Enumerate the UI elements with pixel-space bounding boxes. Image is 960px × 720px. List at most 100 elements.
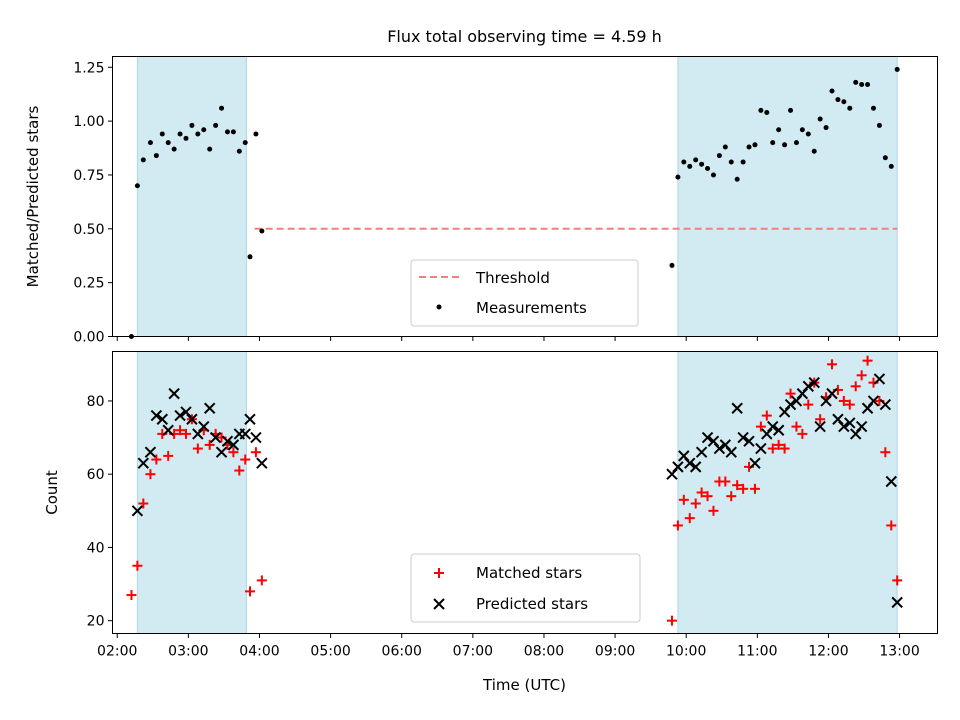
predicted-star-point <box>250 431 262 444</box>
x-tick-label: 02:00 <box>97 644 137 660</box>
predicted-star-point <box>838 420 850 433</box>
y-tick-label: 1.00 <box>73 114 104 130</box>
y-tick-label: 80 <box>87 394 105 410</box>
predicted-star-point <box>221 435 234 447</box>
y-tick-label: 20 <box>87 614 105 630</box>
measurement-point <box>687 163 693 169</box>
measurement-point <box>201 127 207 133</box>
matched-star-point <box>702 491 713 502</box>
predicted-star-point <box>209 431 222 444</box>
predicted-star-point <box>808 376 820 389</box>
observing-window-1 <box>136 56 247 337</box>
matched-star-point <box>726 491 737 502</box>
measurement-point <box>669 262 675 268</box>
predicted-star-point <box>162 424 174 436</box>
x-ticks-top <box>116 336 901 341</box>
predicted-star-point <box>885 475 897 488</box>
measurement-point <box>740 159 746 165</box>
legend-bottom: Matched stars Predicted stars <box>410 553 641 623</box>
matched-star-point <box>761 410 772 421</box>
x-tick-label: 04:00 <box>239 644 279 660</box>
measurement-point <box>734 176 740 182</box>
y-tick-label: 0.75 <box>73 168 104 184</box>
matched-star-point <box>138 498 149 509</box>
matched-star-point <box>773 439 784 450</box>
measurement-point <box>159 131 165 137</box>
predicted-star-point <box>814 420 826 433</box>
predicted-star-point <box>695 446 708 458</box>
legend-matched-swatch <box>434 568 444 578</box>
measurement-point <box>870 105 876 111</box>
measurement-point <box>876 122 882 128</box>
measurement-point <box>758 107 764 113</box>
x-tick-label: 03:00 <box>168 644 208 660</box>
measurement-point <box>171 146 177 152</box>
panel-ratio: 0.00 0.25 0.50 0.75 1.00 1.25 Matched/Predict… <box>24 56 938 346</box>
measurement-point <box>805 131 811 137</box>
matched-star-point <box>738 483 749 494</box>
matched-star-point <box>678 494 689 505</box>
x-tick-label: 06:00 <box>382 644 422 660</box>
matched-star-point <box>672 520 683 531</box>
predicted-star-point <box>772 424 785 436</box>
matched-star-point <box>791 421 802 432</box>
measurement-point <box>888 163 894 169</box>
measurement-point <box>140 157 146 163</box>
legend-x-marker <box>433 598 445 610</box>
legend-measurements-label: Measurements <box>476 299 587 317</box>
legend-measurements-swatch <box>436 304 442 310</box>
y-axis-label-bottom: Count <box>43 470 61 515</box>
predicted-star-point <box>672 461 684 473</box>
y-tick-label: 60 <box>87 467 105 483</box>
predicted-star-point <box>168 387 180 400</box>
predicted-star-point <box>239 428 251 440</box>
measurement-point <box>728 159 734 165</box>
y-tick-label: 0.25 <box>73 276 104 292</box>
x-tick-label: 12:00 <box>808 644 848 660</box>
measurement-point <box>882 155 888 161</box>
predicted-star-point <box>198 420 210 433</box>
measurement-point <box>242 140 248 146</box>
measurement-point <box>752 142 758 148</box>
matched-star-point <box>151 454 162 465</box>
measurement-point <box>716 153 722 159</box>
matched-star-point <box>228 447 239 458</box>
measurement-point <box>847 105 853 111</box>
predicted-star-point <box>215 446 228 458</box>
matched-star-point <box>256 575 267 586</box>
predicted-star-point <box>844 417 856 429</box>
predicted-stars-points <box>131 373 903 609</box>
measurement-point <box>776 127 782 133</box>
measurement-point <box>823 125 829 131</box>
measurement-point <box>134 183 140 189</box>
predicted-star-point <box>186 413 198 425</box>
matched-star-point <box>850 381 861 392</box>
predicted-star-point <box>244 413 256 425</box>
legend-matched-label: Matched stars <box>476 564 582 582</box>
predicted-star-point <box>731 402 743 414</box>
predicted-star-point <box>749 457 761 469</box>
matched-star-point <box>827 359 838 370</box>
measurement-point <box>177 131 183 137</box>
predicted-star-point <box>137 457 150 469</box>
matched-star-point <box>204 439 215 450</box>
measurement-point <box>693 157 699 163</box>
matched-star-point <box>175 425 186 436</box>
x-tick-label: 10:00 <box>666 644 706 660</box>
measurement-point <box>799 127 805 133</box>
predicted-star-point <box>784 398 797 411</box>
matched-star-point <box>797 428 808 439</box>
matched-star-point <box>856 370 867 381</box>
matched-star-point <box>755 421 766 432</box>
matched-star-point <box>666 615 677 626</box>
matched-star-point <box>720 476 731 487</box>
matched-star-point <box>132 560 143 571</box>
legend-predicted-swatch <box>433 598 445 610</box>
predicted-star-point <box>174 409 186 422</box>
predicted-star-point <box>855 420 868 433</box>
predicted-star-point <box>131 505 144 517</box>
measurement-point <box>183 135 189 141</box>
measurement-point <box>230 129 236 135</box>
measurement-point <box>681 159 687 165</box>
